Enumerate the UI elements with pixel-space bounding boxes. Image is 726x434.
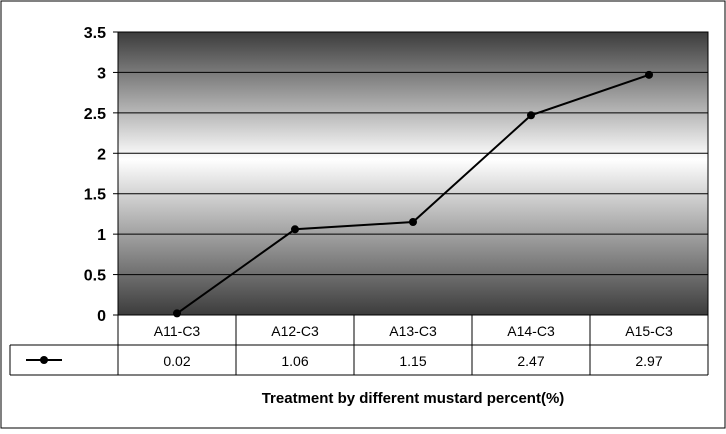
- data-table-value: 1.15: [399, 353, 426, 369]
- y-tick-label: 1.5: [84, 187, 106, 204]
- x-category-label: A13-C3: [389, 323, 437, 339]
- legend-key-marker: [40, 356, 48, 364]
- data-table-value: 2.47: [517, 353, 544, 369]
- y-tick-label: 3.5: [84, 25, 106, 42]
- y-tick-label: 2: [97, 146, 106, 163]
- data-point: [645, 70, 653, 79]
- data-table-value: 2.97: [635, 353, 662, 369]
- data-table-value: 1.06: [281, 353, 308, 369]
- data-point: [173, 309, 181, 318]
- y-tick-label: 3: [97, 65, 106, 82]
- x-category-label: A15-C3: [625, 323, 673, 339]
- data-point: [291, 225, 299, 234]
- x-category-label: A11-C3: [154, 323, 201, 339]
- data-point: [527, 111, 535, 120]
- y-tick-label: 1: [97, 227, 106, 244]
- data-point: [409, 218, 417, 227]
- y-tick-label: 0: [97, 308, 106, 325]
- x-category-label: A12-C3: [271, 323, 319, 339]
- plot-area: [117, 31, 709, 316]
- data-table-value: 0.02: [163, 353, 190, 369]
- y-tick-label: 0.5: [84, 268, 106, 285]
- x-category-label: A14-C3: [507, 323, 555, 339]
- y-tick-label: 2.5: [84, 106, 106, 123]
- x-axis-title: Treatment by different mustard percent(%…: [262, 390, 565, 407]
